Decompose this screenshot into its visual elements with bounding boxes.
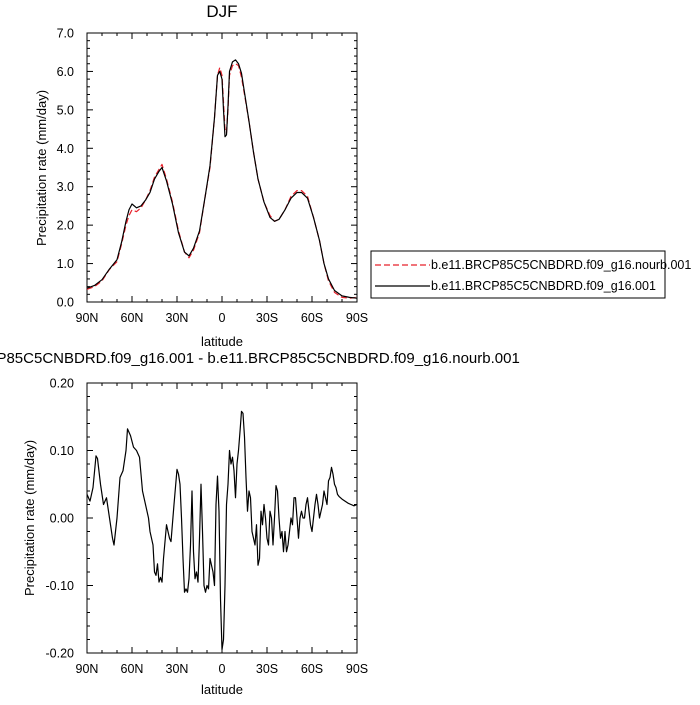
- top-series-line-1: [86, 59, 358, 299]
- top-series-line-0: [86, 63, 358, 299]
- top-x-axis-label: latitude: [201, 334, 243, 349]
- bottom-x-tick-label: 30S: [256, 662, 278, 676]
- top-series-group: [86, 59, 358, 299]
- bottom-x-tick-label: 60N: [121, 662, 144, 676]
- top-y-tick-label: 3.0: [57, 180, 74, 194]
- bottom-title: b.e11.BRCP85C5CNBDRD.f09_g16.001 - b.e11…: [0, 350, 520, 367]
- legend-label-control: b.e11.BRCP85C5CNBDRD.f09_g16.001: [431, 279, 656, 293]
- bottom-y-axis-label: Precipitation rate (mm/day): [22, 440, 37, 596]
- bottom-y-tick-label: 0.00: [50, 512, 74, 526]
- bottom-y-tick-label: 0.10: [50, 444, 74, 458]
- bottom-x-tick-label: 90N: [76, 662, 99, 676]
- top-y-axis-label: Precipitation rate (mm/day): [34, 90, 49, 246]
- top-x-tick-label: 90N: [76, 311, 99, 325]
- bottom-x-tick-label: 30N: [166, 662, 189, 676]
- bottom-y-tick-label: 0.20: [50, 377, 74, 391]
- top-axis-ticks: 90N 60N 30N 0 30S 60S 90S 0.0 1.0 2.0 3.0 4.0 5.0 6.0…: [57, 27, 369, 326]
- bottom-x-tick-label: 60S: [301, 662, 323, 676]
- bottom-plot-frame: [86, 382, 358, 654]
- bottom-y-tick-label: -0.10: [46, 579, 75, 593]
- bottom-x-axis-label: latitude: [201, 682, 243, 697]
- bottom-y-tick-label: -0.20: [46, 647, 75, 661]
- top-x-tick-label: 60S: [301, 311, 323, 325]
- top-y-tick-label: 5.0: [57, 103, 74, 117]
- bottom-x-tick-label: 90S: [346, 662, 368, 676]
- legend-box: [370, 250, 666, 299]
- legend: b.e11.BRCP85C5CNBDRD.f09_g16.nourb.001 b…: [370, 250, 691, 299]
- top-y-tick-label: 7.0: [57, 27, 74, 41]
- top-x-tick-label: 30S: [256, 311, 278, 325]
- top-y-tick-label: 2.0: [57, 219, 74, 233]
- top-y-tick-label: 6.0: [57, 65, 74, 79]
- bottom-axis-ticks: 90N 60N 30N 0 30S 60S 90S -0.20 -0.10 0.00 0.10 0.2…: [46, 377, 369, 677]
- bottom-series-line-0: [86, 410, 358, 651]
- top-x-tick-label: 0: [219, 311, 226, 325]
- top-title: DJF: [206, 2, 237, 21]
- bottom-x-tick-label: 0: [219, 662, 226, 676]
- top-y-tick-label: 4.0: [57, 142, 74, 156]
- top-y-tick-label: 0.0: [57, 296, 74, 310]
- top-panel: DJF 90N 60N 30N 0 30S 60S 90S 0.0 1.0 2.0 3.0 4.0 5.…: [34, 2, 368, 349]
- top-x-tick-label: 90S: [346, 311, 368, 325]
- top-x-tick-label: 60N: [121, 311, 144, 325]
- bottom-panel: b.e11.BRCP85C5CNBDRD.f09_g16.001 - b.e11…: [0, 350, 520, 697]
- top-x-tick-label: 30N: [166, 311, 189, 325]
- bottom-series-group: [86, 410, 358, 651]
- top-y-tick-label: 1.0: [57, 257, 74, 271]
- legend-label-nourb: b.e11.BRCP85C5CNBDRD.f09_g16.nourb.001: [431, 258, 691, 272]
